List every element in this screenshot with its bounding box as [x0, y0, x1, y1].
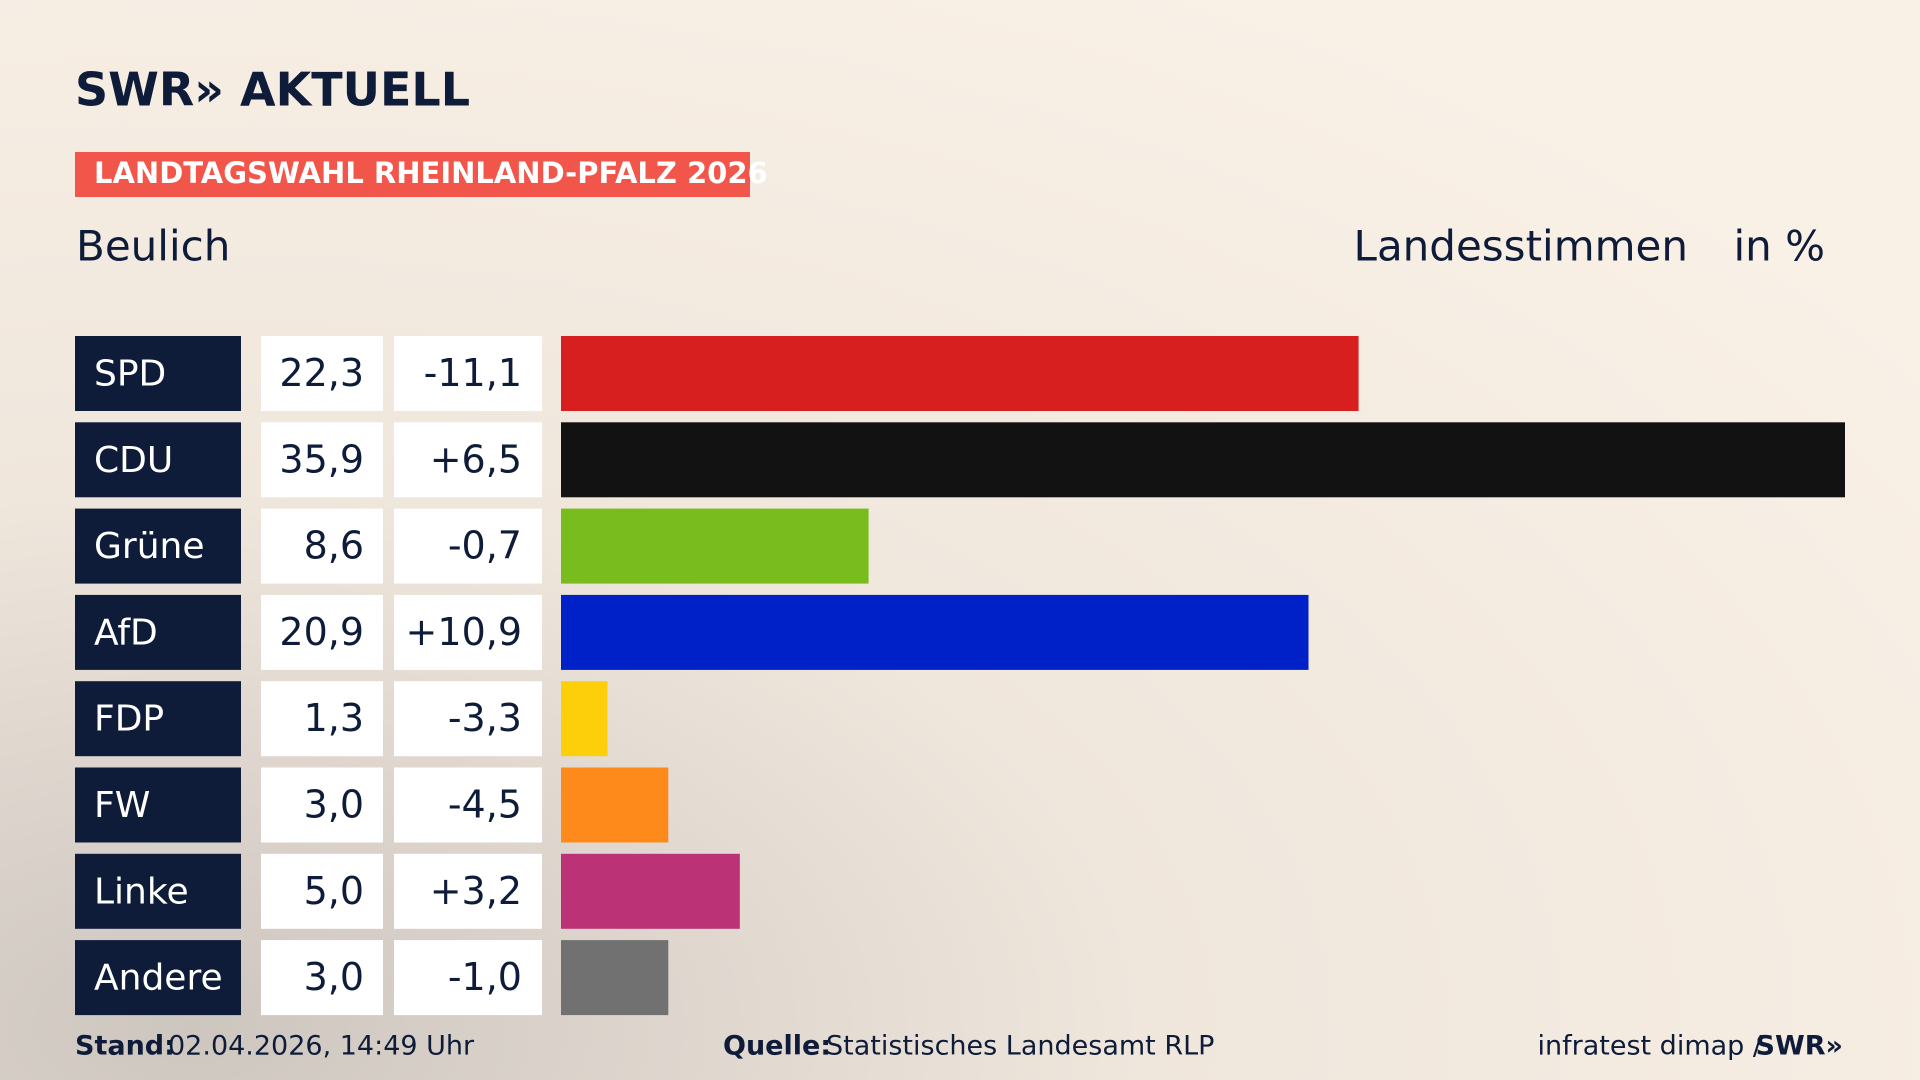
- tag-box: [75, 152, 750, 197]
- party-box: [75, 940, 241, 1016]
- change-label: -11,1: [424, 351, 522, 395]
- change-label: -0,7: [448, 524, 522, 568]
- bar: [561, 940, 669, 1016]
- chart-title: Beulich: [76, 222, 230, 271]
- party-box: [75, 336, 241, 411]
- change-label: +6,5: [430, 437, 522, 481]
- change-box: [394, 767, 542, 843]
- party-box: [75, 853, 241, 929]
- stand: 02.04.2026, 14:49 Uhr: [168, 1031, 475, 1062]
- change-label: +10,9: [406, 610, 522, 654]
- source: Statistisches Landesamt RLP: [826, 1031, 1214, 1062]
- value-box: [261, 508, 383, 584]
- measure: Landesstimmen: [1354, 222, 1688, 271]
- value-label: 3,0: [304, 955, 364, 999]
- value-box: [261, 940, 383, 1016]
- unit: in %: [1733, 222, 1825, 271]
- value-box: [261, 336, 383, 411]
- change-label: -4,5: [448, 783, 522, 827]
- party-label: Grüne: [94, 526, 204, 567]
- party-box: [75, 422, 241, 498]
- value-box: [261, 422, 383, 498]
- party-label: CDU: [94, 440, 173, 481]
- value-box: [261, 853, 383, 929]
- value-box: [261, 767, 383, 843]
- value-label: 3,0: [304, 783, 364, 827]
- tag: LANDTAGSWAHL RHEINLAND-PFALZ 2026: [94, 156, 768, 190]
- change-label: -1,0: [448, 955, 522, 999]
- change-box: [394, 853, 542, 929]
- value-label: 35,9: [279, 437, 364, 481]
- change-box: [394, 508, 542, 584]
- brand-logo: SWR» AKTUELL: [75, 63, 470, 117]
- value-box: [261, 681, 383, 757]
- credit: infratest dimap /: [1537, 1031, 1762, 1062]
- bar: [561, 681, 608, 757]
- bar: [561, 508, 869, 584]
- bar: [561, 336, 1359, 411]
- party-box: [75, 767, 241, 843]
- change-box: [394, 594, 542, 670]
- change-box: [394, 940, 542, 1016]
- bar: [561, 594, 1309, 670]
- party-label: Linke: [94, 871, 189, 912]
- party-box: [75, 681, 241, 757]
- value-label: 20,9: [279, 610, 364, 654]
- value-label: 5,0: [304, 869, 364, 913]
- party-box: [75, 594, 241, 670]
- party-label: AfD: [94, 612, 158, 653]
- change-box: [394, 422, 542, 498]
- credit-brand: SWR»: [1756, 1031, 1843, 1062]
- party-label: FDP: [94, 699, 164, 740]
- party-label: FW: [94, 785, 150, 826]
- bar: [561, 422, 1845, 498]
- bar: [561, 853, 740, 929]
- party-box: [75, 508, 241, 584]
- change-label: +3,2: [430, 869, 522, 913]
- value-label: 8,6: [304, 524, 364, 568]
- value-box: [261, 594, 383, 670]
- bar: [561, 767, 669, 843]
- party-label: Andere: [94, 958, 223, 999]
- change-label: -3,3: [448, 696, 522, 740]
- value-label: 22,3: [279, 351, 364, 395]
- change-box: [394, 681, 542, 757]
- value-label: 1,3: [304, 696, 364, 740]
- stand-label: Stand:: [75, 1031, 175, 1062]
- source-label: Quelle:: [723, 1031, 831, 1062]
- party-label: SPD: [94, 354, 166, 395]
- change-box: [394, 336, 542, 411]
